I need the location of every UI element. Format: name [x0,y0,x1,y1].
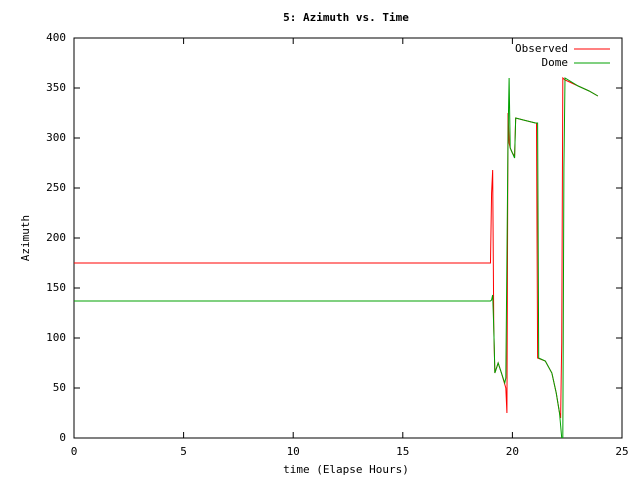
legend-label: Dome [542,56,569,69]
y-tick-label: 250 [46,181,66,194]
x-tick-label: 25 [615,445,628,458]
x-tick-label: 5 [180,445,187,458]
x-axis-label: time (Elapse Hours) [283,463,409,476]
series-line [74,77,599,438]
plot-border [73,37,623,439]
y-tick-label: 350 [46,81,66,94]
x-tick-label: 15 [396,445,409,458]
x-tick-label: 20 [506,445,519,458]
y-tick-label: 50 [53,381,66,394]
y-axis-label: Azimuth [19,215,32,261]
series-line [74,76,599,419]
y-tick-label: 0 [59,431,66,444]
x-tick-label: 10 [287,445,300,458]
y-tick-label: 200 [46,231,66,244]
y-tick-label: 400 [46,31,66,44]
x-tick-label: 0 [71,445,78,458]
y-tick-label: 100 [46,331,66,344]
legend-label: Observed [515,42,568,55]
y-tick-label: 300 [46,131,66,144]
y-tick-label: 150 [46,281,66,294]
chart-title: 5: Azimuth vs. Time [283,11,409,24]
